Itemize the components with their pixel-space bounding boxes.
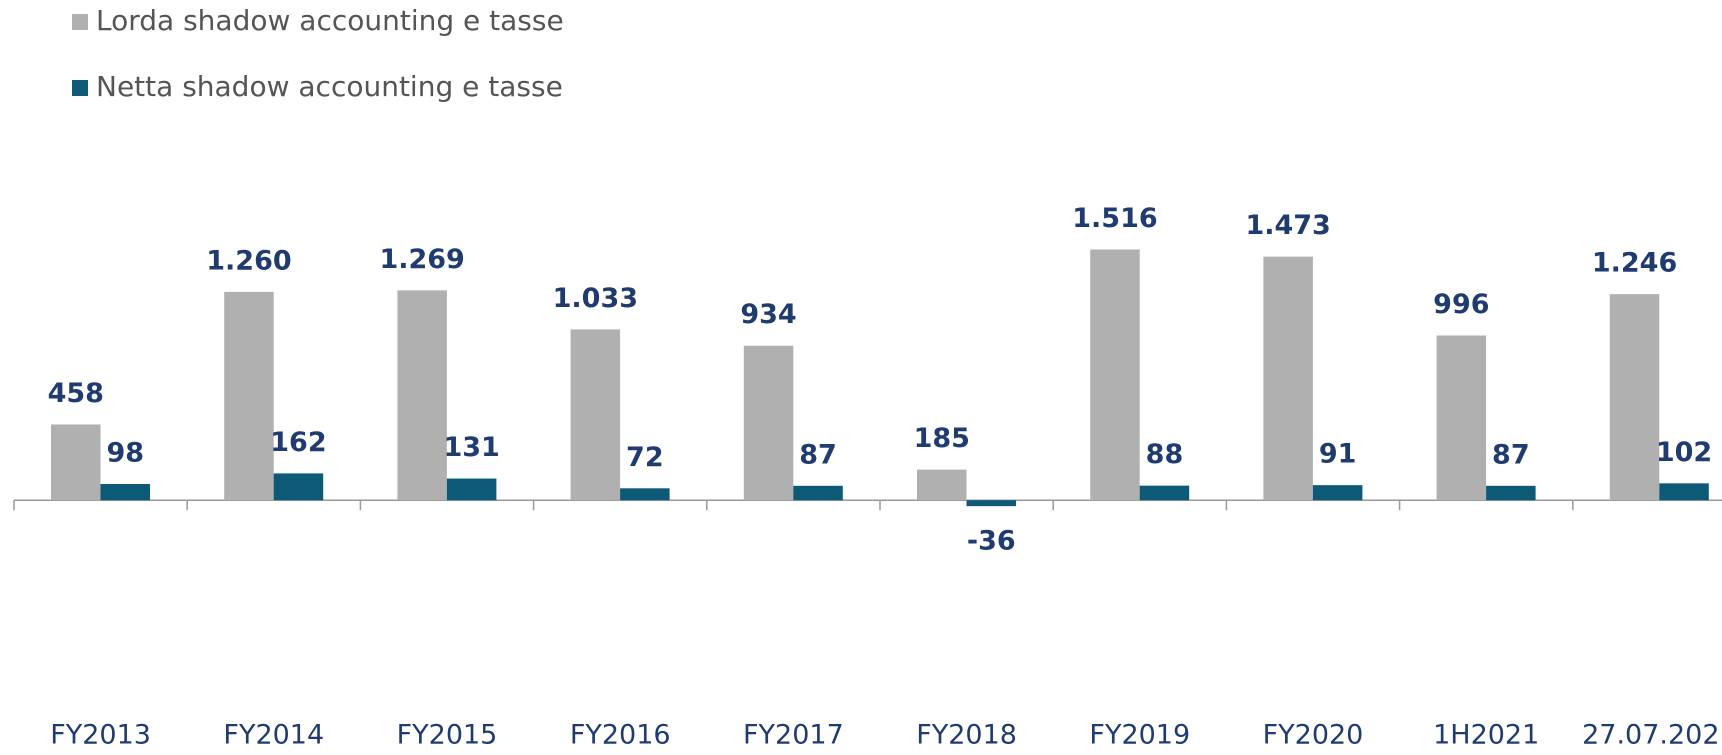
bar: [1486, 485, 1536, 501]
bar: [100, 484, 150, 501]
x-tick-label: FY2014: [223, 720, 324, 751]
bar: [1436, 335, 1487, 501]
bar: [1090, 249, 1140, 501]
value-label: 72: [626, 442, 664, 473]
legend-label: Netta shadow accounting e tasse: [96, 70, 563, 103]
value-label: 102: [1656, 437, 1712, 468]
x-tick-label: FY2019: [1089, 720, 1190, 751]
value-label: 87: [1492, 439, 1530, 470]
value-label: 1.269: [379, 244, 464, 275]
x-tick-label: FY2017: [743, 720, 844, 751]
value-label: 87: [799, 439, 837, 470]
value-label: 996: [1433, 289, 1489, 320]
bar: [51, 424, 101, 501]
x-tick-label: FY2013: [50, 720, 151, 751]
bar: [397, 290, 447, 501]
bar: [1139, 485, 1190, 501]
value-label: 88: [1146, 439, 1184, 470]
x-tick-label: FY2018: [916, 720, 1017, 751]
bar: [570, 329, 621, 501]
x-tick-label: FY2015: [397, 720, 498, 751]
x-tick-label: 1H2021: [1433, 720, 1539, 751]
bar: [793, 485, 843, 501]
x-tick-label: 27.07.2021: [1582, 720, 1722, 751]
value-label: 1.033: [553, 283, 638, 314]
legend-swatch: [72, 80, 88, 96]
x-tick-label: FY2020: [1263, 720, 1364, 751]
value-label: 1.473: [1245, 210, 1330, 241]
value-label: 1.516: [1072, 203, 1157, 234]
bar: [1609, 294, 1660, 501]
value-label: 185: [914, 423, 970, 454]
bar: [273, 473, 324, 501]
bar: [1659, 483, 1709, 501]
value-label: 1.260: [206, 245, 291, 276]
bar: [224, 291, 274, 501]
bar: [743, 345, 794, 501]
bar: [1312, 485, 1363, 501]
value-label: 458: [48, 378, 104, 409]
bar: [1263, 256, 1313, 501]
bar: [966, 500, 1016, 507]
bar: [446, 478, 497, 501]
legend-label: Lorda shadow accounting e tasse: [96, 4, 564, 37]
legend-swatch: [72, 14, 88, 30]
bar: [620, 488, 670, 501]
value-label: 131: [443, 432, 499, 463]
value-label: 934: [740, 299, 796, 330]
x-tick-label: FY2016: [570, 720, 671, 751]
value-label: 91: [1319, 439, 1357, 470]
bar: [917, 469, 967, 501]
value-label: 1.246: [1592, 248, 1677, 279]
value-label: -36: [967, 526, 1016, 557]
value-label: 162: [270, 427, 326, 458]
value-label: 98: [106, 438, 144, 469]
